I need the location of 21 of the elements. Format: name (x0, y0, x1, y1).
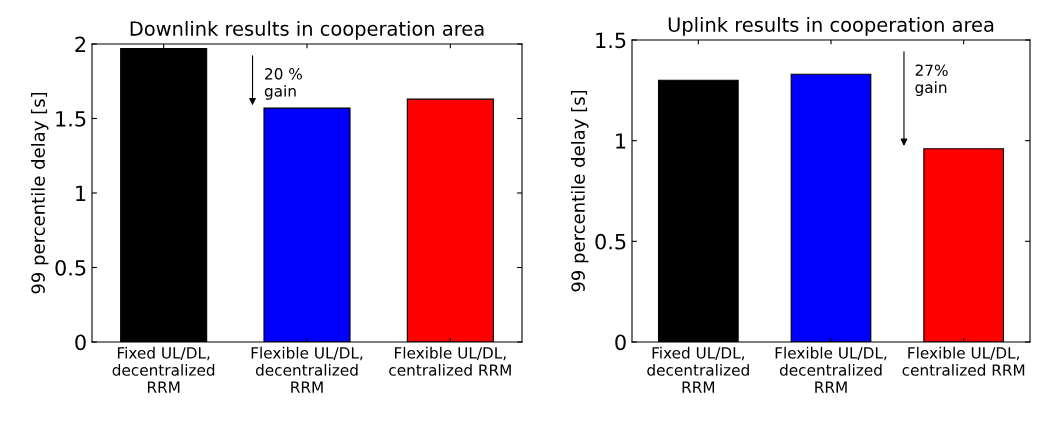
x-tick-label: Fixed UL/DL, decentralized RRM (112, 346, 215, 393)
y-tick-label: 1 (616, 133, 626, 149)
x-tick-label: Flexible UL/DL, decentralized RRM (251, 346, 363, 393)
y-tick-label: 1.5 (596, 32, 626, 49)
y-tick-label: 0 (615, 334, 626, 351)
annotation: 27% gain (915, 64, 948, 97)
y-tick-label: 2 (75, 36, 86, 52)
y-tick-label: 1 (76, 185, 86, 201)
x-tick-label: Flexible UL/DL, decentralized RRM (775, 346, 887, 393)
chart-title: Uplink results in cooperation area (668, 16, 994, 36)
annotation: 20 % gain (264, 68, 302, 100)
y-axis-title: 99 percentile delay [s] (570, 90, 589, 292)
x-tick-label: Flexible UL/DL, centralized RRM (902, 346, 1025, 376)
x-tick-label: Fixed UL/DL, decentralized RRM (647, 346, 749, 393)
x-tick-label: Flexible UL/DL, centralized RRM (389, 346, 511, 376)
y-tick-label: 0.5 (55, 259, 86, 276)
y-axis-title: 99 percentile delay [s] (30, 92, 49, 294)
chart-title: Downlink results in cooperation area (130, 20, 484, 40)
y-tick-label: 0 (75, 334, 86, 351)
y-tick-label: 0.5 (595, 233, 626, 250)
y-tick-label: 1.5 (56, 111, 86, 127)
